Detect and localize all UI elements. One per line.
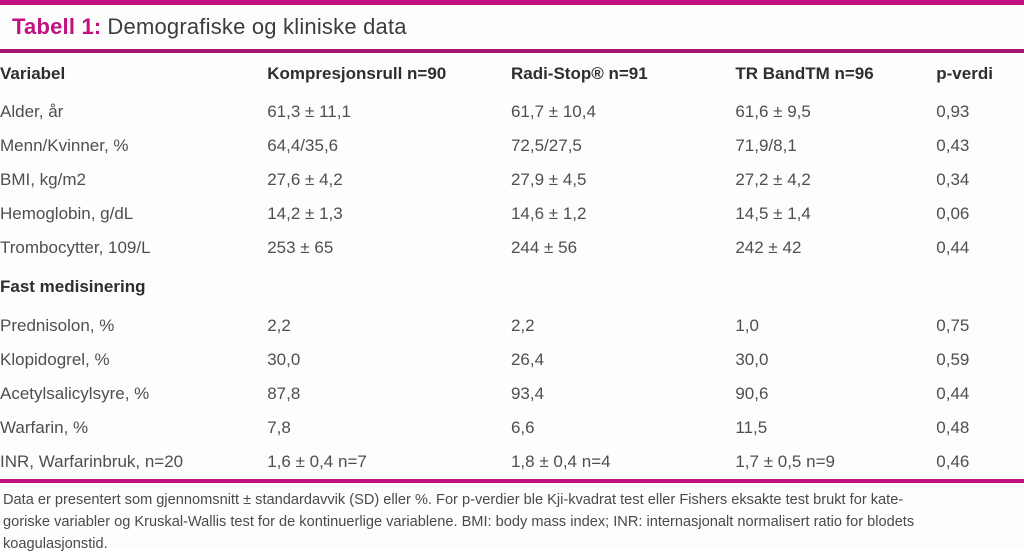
column-header-variabel: Variabel [0,64,66,83]
table-cell: 11,5 [735,418,768,437]
table-number-label: Tabell 1: [12,14,102,39]
table-cell: 93,4 [510,384,545,403]
table-cell: 7,8 [267,418,291,437]
table-row-inr: INR, Warfarinbruk, n=20 1,6 ± 0,4 n=7 1,… [0,445,1024,479]
table-cell: 0,59 [936,350,970,369]
column-header-p-verdi: p-verdi [936,64,993,83]
table-row-klopidogrel: Klopidogrel, % 30,0 26,4 30,0 0,59 [0,343,1024,377]
table-cell: 61,6 ± 9,5 [735,102,811,121]
table-cell: 27,6 ± 4,2 [267,170,343,189]
table-row-warfarin: Warfarin, % 7,8 6,6 11,5 0,48 [0,411,1024,445]
section-header-label: Fast medisinering [0,277,146,296]
row-label: Menn/Kvinner, % [0,136,129,155]
table-title: Tabell 1: Demografiske og kliniske data [0,5,1024,41]
table-cell: 72,5/27,5 [510,136,582,155]
table-row-hemoglobin: Hemoglobin, g/dL 14,2 ± 1,3 14,6 ± 1,2 1… [0,197,1024,231]
table-cell: 27,2 ± 4,2 [735,170,811,189]
title-divider-rule [0,49,1024,53]
section-header-row: Fast medisinering [0,265,1024,309]
clinical-data-table: Variabel Kompresjonsrull n=90 Radi-Stop®… [0,53,1024,479]
row-label: Alder, år [0,102,64,121]
table-cell: 242 ± 42 [735,238,802,257]
table-cell: 0,44 [936,384,970,403]
table-cell: 0,44 [936,238,970,257]
table-cell: 0,93 [936,102,970,121]
table-cell: 0,34 [936,170,970,189]
table-cell: 61,3 ± 11,1 [267,102,351,121]
table-cell: 253 ± 65 [267,238,334,257]
table-cell: 64,4/35,6 [267,136,339,155]
table-cell: 27,9 ± 4,5 [510,170,587,189]
table-cell: 0,06 [936,204,970,223]
footnote-line: Data er presentert som gjennomsnitt ± st… [3,492,904,508]
table-header-row: Variabel Kompresjonsrull n=90 Radi-Stop®… [0,53,1024,95]
table-cell: 61,7 ± 10,4 [510,102,596,121]
table-title-text: Demografiske og kliniske data [107,14,407,39]
table-cell: 14,2 ± 1,3 [267,204,343,223]
row-label: Acetylsalicylsyre, % [0,384,150,403]
table-cell: 14,5 ± 1,4 [735,204,811,223]
column-header-radi-stop: Radi-Stop® n=91 [510,64,648,83]
table-footnote: Data er presentert som gjennomsnitt ± st… [0,483,1024,555]
table-cell: 71,9/8,1 [735,136,797,155]
table-cell: 90,6 [735,384,769,403]
table-cell: 30,0 [735,350,769,369]
table-cell: 0,43 [936,136,970,155]
table-row-prednisolon: Prednisolon, % 2,2 2,2 1,0 0,75 [0,309,1024,343]
row-label: Klopidogrel, % [0,350,110,369]
table-cell: 26,4 [510,350,545,369]
table-row-menn-kvinner: Menn/Kvinner, % 64,4/35,6 72,5/27,5 71,9… [0,129,1024,163]
table-cell: 6,6 [510,418,535,437]
row-label: Warfarin, % [0,418,89,437]
table-cell: 0,75 [936,316,970,335]
footnote-line: koagulasjonstid. [3,536,108,552]
table-cell: 0,48 [936,418,970,437]
column-header-tr-band: TR BandTM n=96 [735,64,874,83]
row-label: Hemoglobin, g/dL [0,204,134,223]
table-row-bmi: BMI, kg/m2 27,6 ± 4,2 27,9 ± 4,5 27,2 ± … [0,163,1024,197]
column-header-kompresjonsrull: Kompresjonsrull n=90 [267,64,447,83]
table-cell: 2,2 [267,316,291,335]
footnote-line: goriske variabler og Kruskal-Wallis test… [3,514,915,530]
table-cell: 2,2 [510,316,535,335]
table-cell: 1,8 ± 0,4 n=4 [510,452,611,471]
table-row-alder: Alder, år 61,3 ± 11,1 61,7 ± 10,4 61,6 ±… [0,95,1024,129]
footer-divider-rule [0,479,1024,483]
table-row-trombocytter: Trombocytter, 109/L 253 ± 65 244 ± 56 24… [0,231,1024,265]
row-label: INR, Warfarinbruk, n=20 [0,452,184,471]
table-row-acetylsalicylsyre: Acetylsalicylsyre, % 87,8 93,4 90,6 0,44 [0,377,1024,411]
table-cell: 87,8 [267,384,301,403]
row-label: Trombocytter, 109/L [0,238,151,257]
table-cell: 1,7 ± 0,5 n=9 [735,452,835,471]
table-cell: 244 ± 56 [510,238,578,257]
table-cell: 0,46 [936,452,970,471]
row-label: BMI, kg/m2 [0,170,86,189]
top-accent-bar [0,0,1024,5]
table-cell: 30,0 [267,350,301,369]
table-cell: 1,6 ± 0,4 n=7 [267,452,367,471]
table-cell: 14,6 ± 1,2 [510,204,587,223]
row-label: Prednisolon, % [0,316,115,335]
table-cell: 1,0 [735,316,759,335]
